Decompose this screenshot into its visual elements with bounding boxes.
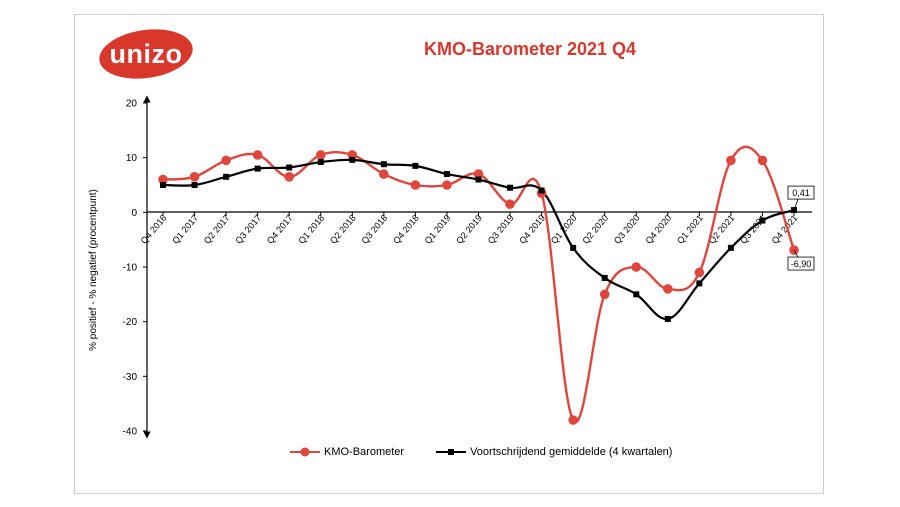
- data-point: [473, 169, 484, 179]
- data-point: [727, 244, 734, 251]
- logo-text: unizo: [109, 38, 183, 69]
- data-point: [315, 150, 326, 160]
- data-point: [631, 262, 642, 272]
- data-point: [410, 180, 421, 190]
- data-point: [568, 415, 578, 425]
- y-tick-label: 20: [126, 99, 138, 110]
- x-tick-label: Q4 2019: [517, 213, 547, 246]
- unizo-logo: unizo: [98, 28, 194, 80]
- x-tick-label: Q3 2020: [612, 213, 642, 246]
- data-point: [191, 182, 198, 188]
- data-point: [443, 171, 450, 178]
- chart-frame: [74, 14, 824, 494]
- data-point: [189, 172, 200, 182]
- data-point: [221, 155, 231, 166]
- data-point: [412, 162, 419, 169]
- x-tick-label: Q2 2020: [580, 213, 610, 246]
- x-tick-label: Q1 2017: [170, 213, 200, 246]
- data-point: [223, 173, 230, 180]
- data-point: [570, 244, 577, 251]
- logo-ellipse: [99, 29, 193, 79]
- data-point: [633, 291, 640, 298]
- y-axis-label: % positief - % negatief (procentpunt): [88, 189, 99, 351]
- legend-label: KMO-Barometer: [324, 446, 405, 458]
- x-tick-label: Q1 2018: [296, 213, 326, 246]
- data-point: [475, 176, 482, 183]
- data-point: [349, 156, 356, 163]
- data-point: [160, 182, 166, 188]
- x-tick-label: Q1 2021: [675, 213, 705, 246]
- x-tick-label: Q4 2017: [265, 213, 295, 246]
- series-line-moving-average: [162, 158, 795, 321]
- data-point: [252, 150, 263, 160]
- annotation-label: -6,90: [791, 259, 812, 269]
- legend: KMO-Barometer Voortschrijdend gemiddelde…: [290, 446, 704, 458]
- x-tick-label: Q3 2017: [233, 213, 263, 246]
- chart-axes: [143, 95, 812, 439]
- annotation-box: [787, 185, 815, 200]
- chart-title: KMO-Barometer 2021 Q4: [423, 39, 637, 59]
- y-tick-label: -10: [123, 263, 138, 274]
- data-point: [696, 280, 703, 287]
- y-tick-label: 10: [126, 153, 138, 164]
- data-point: [317, 159, 324, 166]
- data-point: [601, 274, 608, 281]
- data-point: [664, 315, 671, 322]
- data-point: [759, 217, 766, 224]
- data-point: [284, 172, 295, 182]
- x-tick-label: Q4 2020: [643, 213, 673, 246]
- x-tick-label: Q1 2019: [423, 213, 453, 246]
- x-tick-label: Q2 2018: [328, 213, 358, 246]
- data-point: [663, 284, 673, 294]
- annotation-leader: [793, 249, 799, 258]
- data-point: [379, 169, 389, 179]
- data-point: [380, 161, 387, 168]
- data-point: [254, 165, 261, 172]
- data-annotations: 0,41 -6,90: [787, 185, 815, 271]
- x-tick-label: Q2 2017: [202, 213, 232, 246]
- data-point: [507, 184, 514, 191]
- series-points: [158, 150, 799, 425]
- y-tick-label: 0: [131, 208, 137, 219]
- data-point: [599, 289, 610, 300]
- y-tick-label: -40: [123, 427, 138, 438]
- data-point: [442, 180, 452, 190]
- x-tick-label: Q3 2018: [360, 213, 390, 246]
- y-tick-label: -20: [123, 317, 138, 328]
- x-tick-label: Q4 2018: [391, 213, 421, 246]
- data-point: [757, 155, 768, 166]
- data-point: [726, 155, 736, 166]
- annotation-leader: [793, 198, 799, 211]
- x-tick-label: Q3 2019: [486, 213, 516, 246]
- y-tick-label: -30: [123, 372, 138, 383]
- data-point: [286, 164, 293, 171]
- x-tick-label: Q4 2016: [139, 213, 169, 246]
- legend-swatch-black: [436, 449, 467, 455]
- legend-swatch-red: [290, 447, 320, 457]
- legend-label: Voortschrijdend gemiddelde (4 kwartalen): [470, 446, 673, 458]
- annotation-box: [787, 256, 815, 271]
- legend-item-moving-average: Voortschrijdend gemiddelde (4 kwartalen): [436, 446, 672, 458]
- data-point: [694, 267, 705, 278]
- data-point: [158, 174, 168, 185]
- legend-item-kmo-barometer: KMO-Barometer: [290, 446, 404, 458]
- x-tick-label: Q2 2019: [454, 213, 484, 246]
- data-point: [505, 199, 515, 209]
- data-point: [538, 187, 545, 194]
- annotation-label: 0,41: [792, 188, 810, 198]
